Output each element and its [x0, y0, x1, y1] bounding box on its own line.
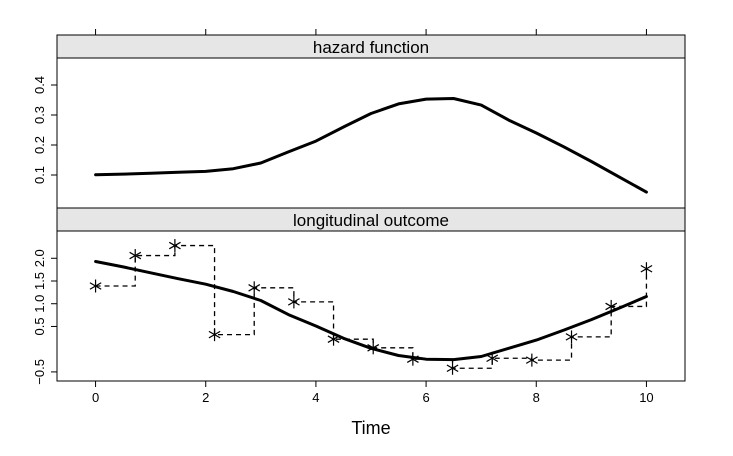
asterisk-point-1: [129, 249, 142, 263]
series-longitudinal: [89, 239, 653, 375]
x-tick-label-0: 0: [92, 390, 99, 405]
panel-hazard-function: hazard function 0.1 0.2 0.3 0.4: [32, 34, 686, 209]
asterisk-point-7: [367, 341, 380, 355]
series-line-hazard-0: [94, 97, 648, 194]
x-tick-label-4: 8: [533, 390, 540, 405]
asterisk-point-4: [248, 281, 261, 295]
asterisk-point-8: [406, 352, 419, 366]
y-tick-label-longitudinal-2: 1.0: [32, 295, 47, 313]
x-axis: 0 2 4 6 8 10: [92, 381, 654, 405]
y-tick-label-longitudinal-3: 1.5: [32, 272, 47, 290]
series-hazard: [94, 97, 648, 194]
x-axis-title: Time: [351, 418, 390, 438]
asterisk-point-11: [525, 353, 538, 367]
x-tick-label-1: 2: [202, 390, 209, 405]
y-tick-label-longitudinal-1: 0.5: [32, 317, 47, 335]
x-tick-label-5: 10: [639, 390, 653, 405]
plot-frame-hazard: [56, 57, 686, 209]
strip-title-hazard: hazard function: [313, 38, 429, 57]
y-tick-label-hazard-0: 0.1: [32, 166, 47, 184]
y-tick-label-hazard-2: 0.3: [32, 106, 47, 124]
panel-longitudinal-outcome: longitudinal outcome −0.5 0.5 1.0 1.5 2.0: [32, 207, 686, 385]
series-line-longitudinal-0: [94, 260, 648, 362]
strip-title-longitudinal: longitudinal outcome: [293, 211, 449, 230]
asterisk-point-5: [287, 295, 300, 309]
y-tick-label-hazard-3: 0.4: [32, 76, 47, 94]
y-axis-longitudinal: −0.5 0.5 1.0 1.5 2.0: [32, 249, 57, 385]
x-tick-label-3: 6: [422, 390, 429, 405]
top-axis-ticks: [95, 29, 647, 35]
y-tick-label-hazard-1: 0.2: [32, 136, 47, 154]
asterisk-point-9: [446, 361, 459, 375]
asterisk-point-6: [327, 332, 340, 346]
y-tick-label-longitudinal-4: 2.0: [32, 249, 47, 267]
asterisk-point-2: [168, 239, 181, 253]
x-tick-label-2: 4: [312, 390, 319, 405]
plot-frame-longitudinal: [56, 230, 686, 382]
asterisk-point-3: [208, 328, 221, 342]
asterisk-point-13: [605, 299, 618, 313]
y-tick-label-longitudinal-0: −0.5: [32, 359, 47, 385]
asterisk-point-10: [486, 351, 499, 365]
asterisk-point-12: [565, 330, 578, 344]
asterisk-point-14: [640, 262, 653, 276]
series-step-longitudinal-1: [95, 244, 648, 369]
y-axis-hazard: 0.1 0.2 0.3 0.4: [32, 76, 57, 184]
asterisk-point-0: [89, 279, 102, 293]
